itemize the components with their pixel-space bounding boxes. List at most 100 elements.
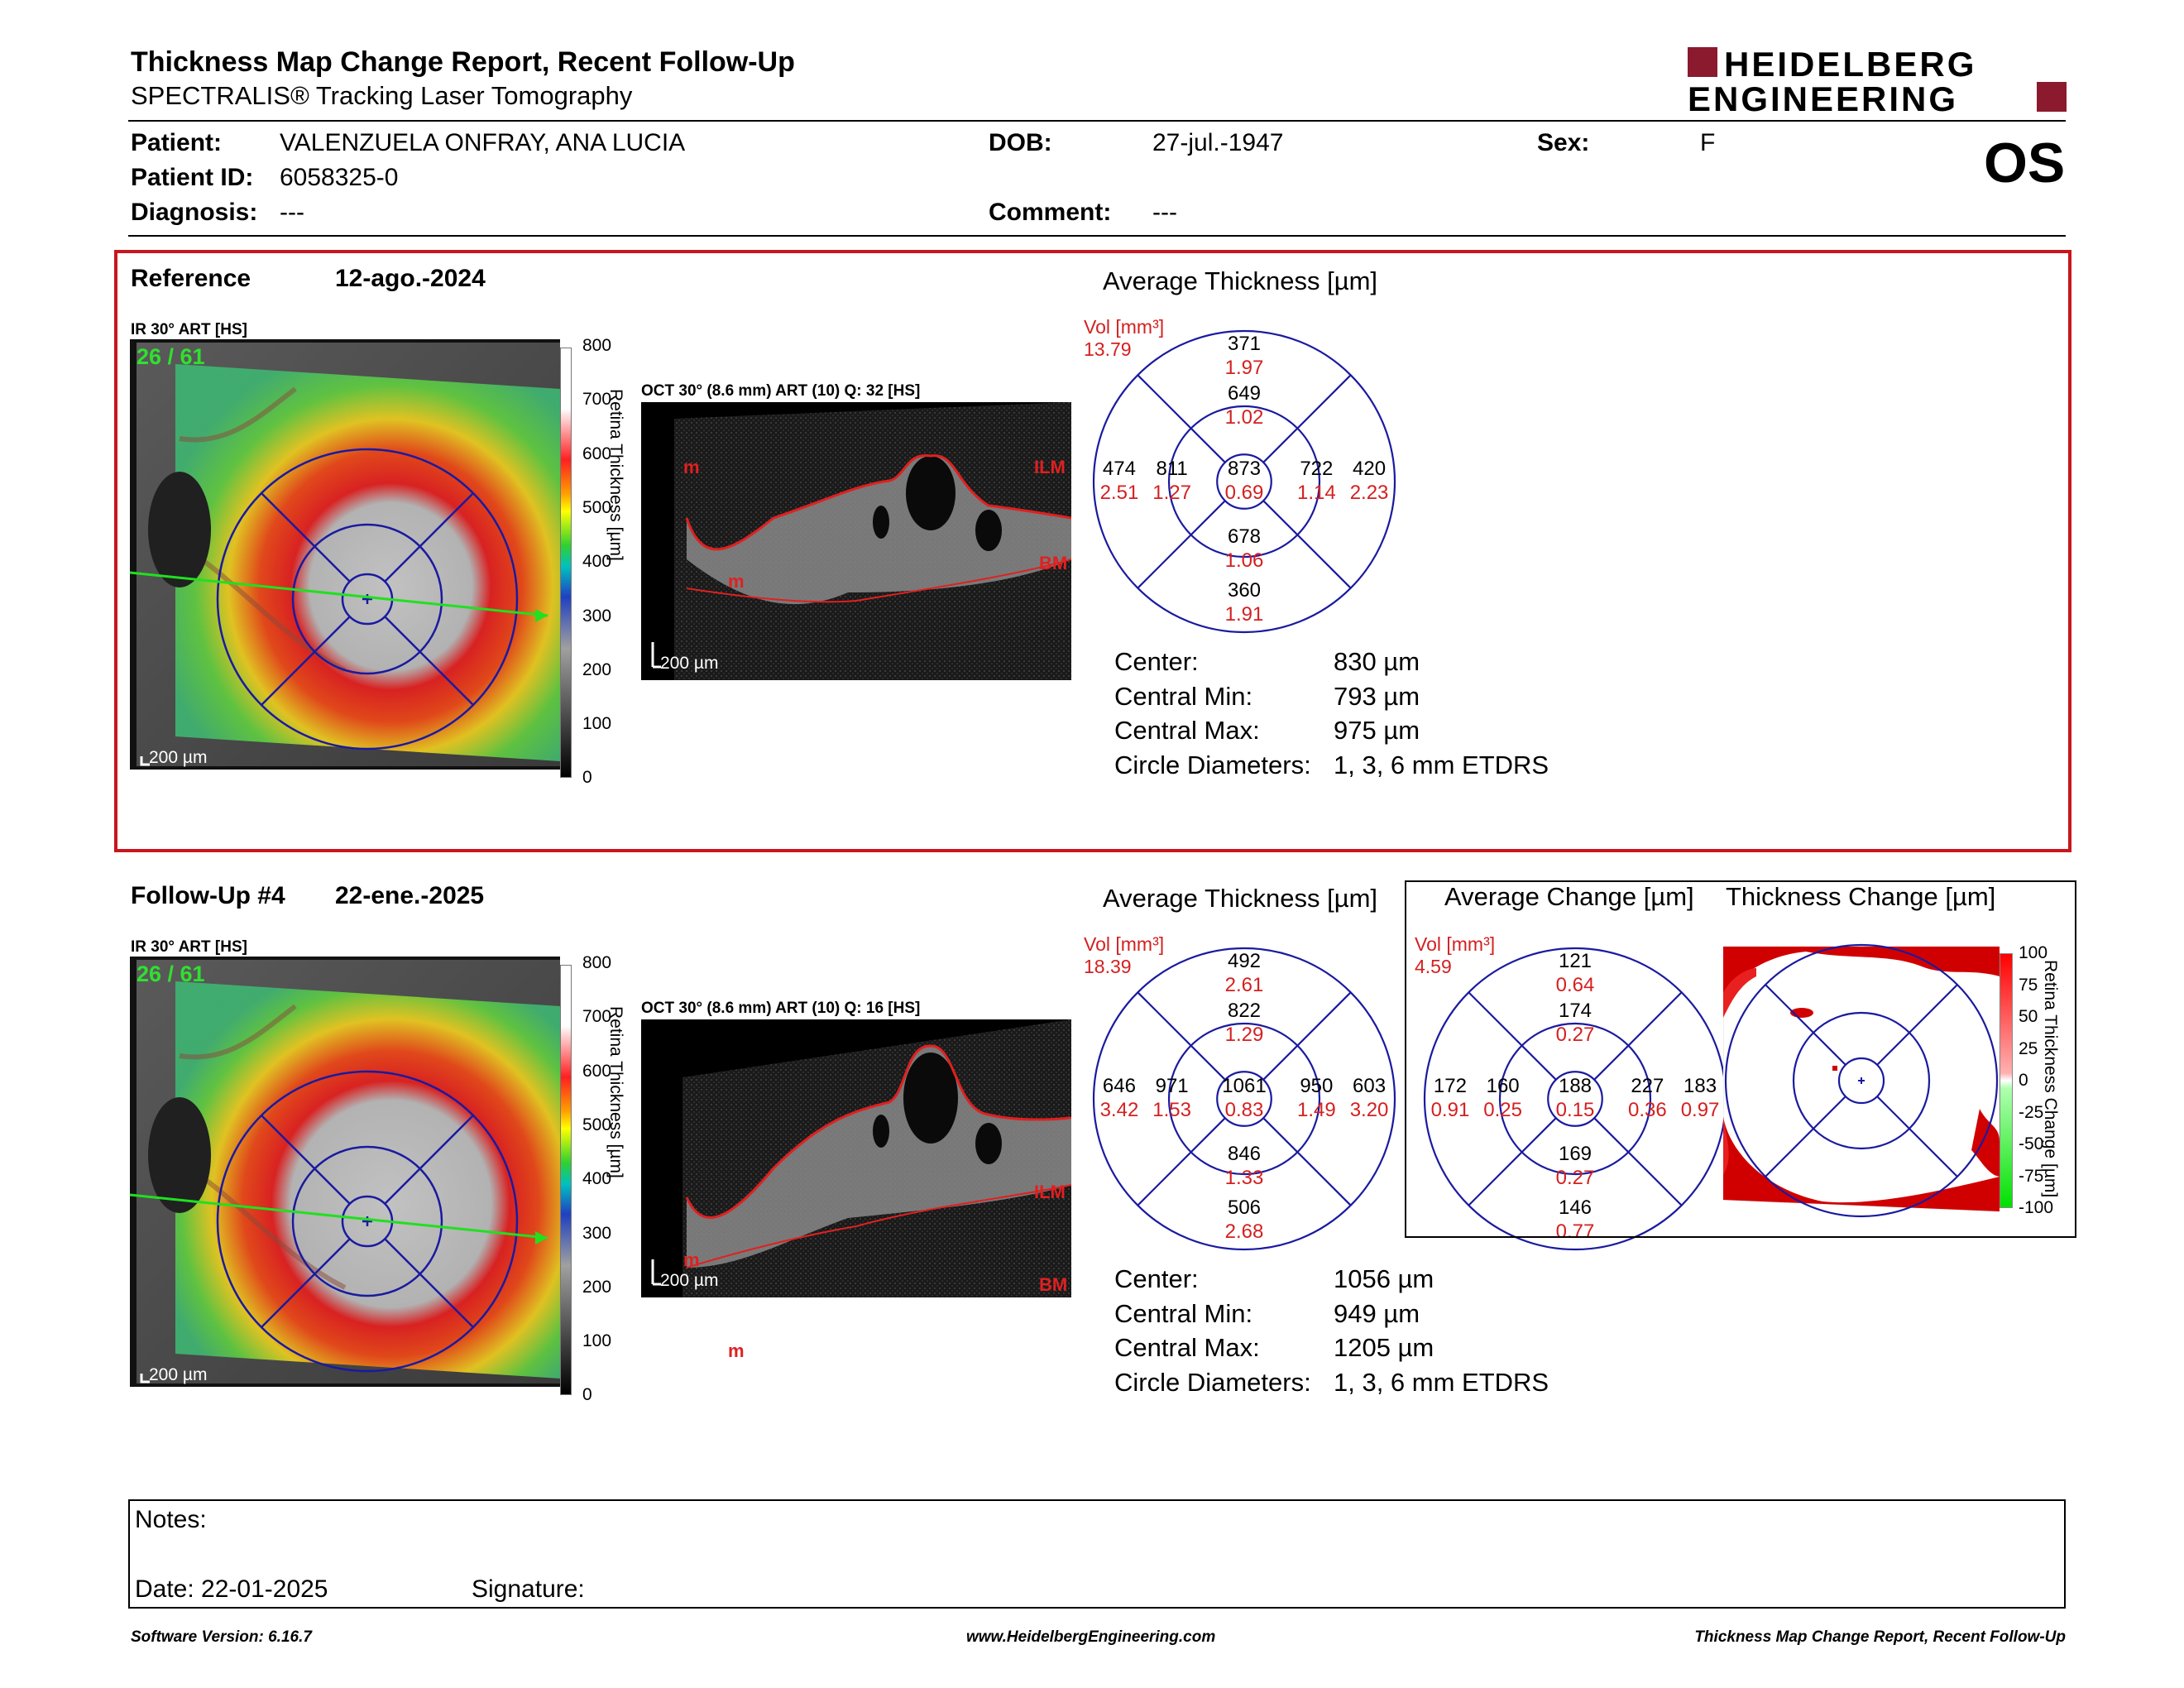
reference-outer-nasal-thickness: 420 <box>1353 458 1387 480</box>
change-colorbar <box>2000 953 2013 1208</box>
footer-software: Software Version: 6.16.7 <box>131 1628 312 1646</box>
followup-thickness-tick: 200 <box>582 1277 612 1297</box>
change-outer-temp-volume: 0.91 <box>1430 1099 1470 1121</box>
change-tick: -25 <box>2019 1102 2044 1122</box>
followup-oct-bscan <box>641 1019 1071 1297</box>
comment-label: Comment: <box>989 199 1112 226</box>
reference-inner-inf-volume: 1.06 <box>1224 549 1264 572</box>
reference-inner-inf-thickness: 678 <box>1227 525 1262 548</box>
reference-outer-temp-thickness: 474 <box>1102 458 1136 480</box>
reference-ilm-label: ILM <box>1034 457 1066 477</box>
change-outer-sup-volume: 0.64 <box>1555 973 1595 996</box>
followup-thickness-tick: 500 <box>582 1115 612 1134</box>
brand-bottom: ENGINEERING <box>1688 79 1958 114</box>
followup-center-volume: 0.83 <box>1224 1099 1264 1121</box>
followup-inner-sup-volume: 1.29 <box>1224 1024 1264 1046</box>
change-tick: 100 <box>2019 943 2048 962</box>
followup-oct-label: OCT 30° (8.6 mm) ART (10) Q: 16 [HS] <box>641 1000 921 1017</box>
followup-outer-sup-thickness: 492 <box>1227 949 1262 972</box>
reference-vol-label: Vol [mm³] <box>1084 316 1165 338</box>
comment-value: --- <box>1152 199 1177 226</box>
change-inner-temp-volume: 0.25 <box>1483 1099 1522 1121</box>
reference-avg-thickness-title: Average Thickness [µm] <box>1103 266 1378 295</box>
reference-stat-label: Circle Diameters: <box>1114 750 1311 779</box>
sex-label: Sex: <box>1537 129 1590 156</box>
reference-bm-label: BM <box>1039 553 1068 573</box>
change-outer-sup-thickness: 121 <box>1558 949 1592 972</box>
brand-logo: HEIDELBERG ENGINEERING <box>1688 45 2067 118</box>
change-vol-label: Vol [mm³] <box>1415 933 1496 955</box>
change-tick: 75 <box>2019 975 2038 995</box>
reference-outer-inf-thickness: 360 <box>1227 579 1262 602</box>
patient-name: VALENZUELA ONFRAY, ANA LUCIA <box>280 129 686 156</box>
reference-m-marker-bottom: m <box>728 571 745 592</box>
followup-outer-temp-volume: 3.42 <box>1099 1099 1139 1121</box>
reference-ir-label: IR 30° ART [HS] <box>131 321 247 338</box>
change-tick: 50 <box>2019 1007 2038 1026</box>
reference-oct-scale-bar: 200 µm <box>660 654 719 673</box>
change-tick: -50 <box>2019 1134 2044 1153</box>
reference-thickness-tick: 800 <box>582 336 612 355</box>
thickness-change-title: Thickness Change [µm] <box>1726 882 1996 911</box>
report-subtitle: SPECTRALIS® Tracking Laser Tomography <box>131 81 633 110</box>
average-change-title: Average Change [µm] <box>1444 882 1694 911</box>
dob-value: 27-jul.-1947 <box>1152 129 1284 156</box>
reference-stat-value: 793 µm <box>1334 681 1420 711</box>
notes-date: Date: 22-01-2025 <box>135 1575 328 1603</box>
followup-avg-thickness-title: Average Thickness [µm] <box>1103 884 1378 913</box>
followup-outer-nasal-thickness: 603 <box>1353 1075 1387 1097</box>
followup-inner-nasal-thickness: 950 <box>1300 1075 1334 1097</box>
signature-label: Signature: <box>472 1575 585 1603</box>
followup-bm-label: BM <box>1039 1274 1068 1295</box>
report-title: Thickness Map Change Report, Recent Foll… <box>131 46 795 78</box>
patient-id-value: 6058325-0 <box>280 164 399 191</box>
reference-outer-sup-volume: 1.97 <box>1224 356 1264 379</box>
reference-thickness-tick: 300 <box>582 606 612 626</box>
followup-outer-nasal-volume: 3.20 <box>1349 1099 1389 1121</box>
reference-stat-value: 830 µm <box>1334 647 1420 676</box>
reference-outer-sup-thickness: 371 <box>1227 332 1262 355</box>
change-center-volume: 0.15 <box>1555 1099 1595 1121</box>
followup-stat-label: Center: <box>1114 1264 1199 1293</box>
change-inner-temp-thickness: 160 <box>1486 1075 1520 1097</box>
followup-thickness-colorbar <box>560 965 572 1395</box>
diagnosis-value: --- <box>280 199 304 226</box>
reference-thickness-colorbar <box>560 348 572 778</box>
followup-ilm-label: ILM <box>1034 1182 1066 1202</box>
sex-value: F <box>1700 129 1716 156</box>
followup-stat-value: 1205 µm <box>1334 1333 1434 1362</box>
footer-report: Thickness Map Change Report, Recent Foll… <box>1694 1628 2066 1646</box>
reference-thickness-axis-label: Retina Thickness [µm] <box>606 389 625 561</box>
reference-stat-value: 975 µm <box>1334 716 1420 745</box>
reference-outer-inf-volume: 1.91 <box>1224 603 1264 626</box>
reference-thickness-tick: 700 <box>582 390 612 410</box>
reference-inner-temp-volume: 1.27 <box>1152 482 1191 504</box>
diagnosis-label: Diagnosis: <box>131 199 258 226</box>
followup-thickness-tick: 300 <box>582 1223 612 1243</box>
reference-m-marker-left: m <box>683 457 700 477</box>
patient-label: Patient: <box>131 129 223 156</box>
change-outer-inf-volume: 0.77 <box>1555 1220 1595 1244</box>
followup-inner-temp-thickness: 971 <box>1155 1075 1189 1097</box>
footer-website[interactable]: www.HeidelbergEngineering.com <box>966 1628 1216 1646</box>
followup-outer-inf-volume: 2.68 <box>1224 1220 1264 1244</box>
reference-stat-label: Central Max: <box>1114 716 1260 745</box>
reference-oct-label: OCT 30° (8.6 mm) ART (10) Q: 32 [HS] <box>641 382 921 400</box>
change-outer-nasal-thickness: 183 <box>1684 1075 1717 1097</box>
change-inner-nasal-volume: 0.36 <box>1628 1099 1667 1121</box>
reference-outer-temp-volume: 2.51 <box>1099 482 1139 504</box>
followup-outer-temp-thickness: 646 <box>1102 1075 1136 1097</box>
reference-ir-thickness-map <box>130 339 560 770</box>
reference-scan-counter: 26 / 61 <box>136 344 205 369</box>
followup-stat-value: 949 µm <box>1334 1298 1420 1328</box>
change-tick: 0 <box>2019 1071 2028 1090</box>
followup-scan-counter: 26 / 61 <box>136 961 205 986</box>
change-tick: -75 <box>2019 1166 2044 1186</box>
reference-thickness-tick: 500 <box>582 497 612 517</box>
change-inner-nasal-thickness: 227 <box>1631 1075 1664 1097</box>
change-outer-nasal-volume: 0.97 <box>1680 1099 1720 1121</box>
change-box <box>1405 880 2076 1238</box>
followup-center-thickness: 1061 <box>1222 1075 1267 1097</box>
followup-thickness-tick: 0 <box>582 1385 592 1405</box>
notes-box[interactable] <box>128 1499 2066 1609</box>
